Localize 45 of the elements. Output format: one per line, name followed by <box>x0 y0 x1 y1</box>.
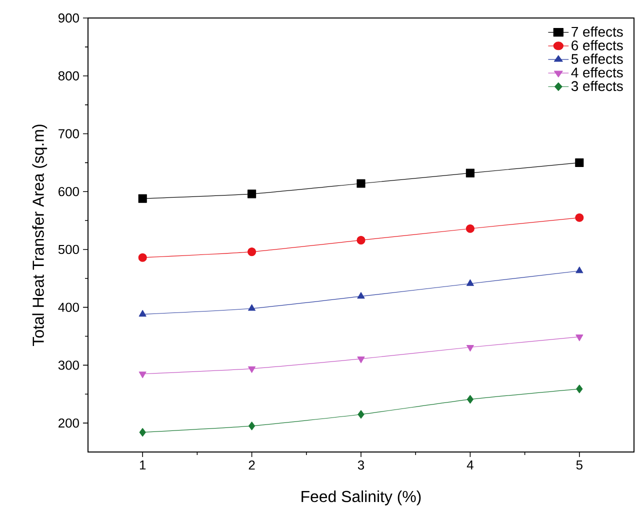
legend-label: 3 effects <box>571 80 623 92</box>
point <box>138 372 146 378</box>
point <box>248 190 256 198</box>
x-tick-label: 3 <box>358 460 364 470</box>
y-tick-label: 900 <box>58 13 79 23</box>
x-axis-title: Feed Salinity (%) <box>302 490 421 506</box>
point <box>575 158 584 167</box>
point <box>138 194 147 203</box>
point <box>575 213 584 222</box>
legend-label: 7 effects <box>572 26 623 37</box>
x-tick-label: 4 <box>466 460 474 470</box>
y-axis-title: Total Heat Transfer Area (sq.m) <box>32 124 48 346</box>
point <box>357 356 365 364</box>
point <box>466 395 474 404</box>
legend-label: 4 effects <box>571 67 623 78</box>
point <box>138 253 147 262</box>
point <box>576 266 584 274</box>
y-tick-label: 200 <box>58 418 79 428</box>
point <box>466 168 474 178</box>
point <box>466 224 474 233</box>
y-tick-label: 700 <box>58 129 79 138</box>
point <box>466 279 474 286</box>
point <box>248 304 256 311</box>
point <box>358 410 364 419</box>
point <box>576 384 583 394</box>
point <box>248 422 256 430</box>
y-tick-label: 400 <box>58 302 79 312</box>
point <box>138 310 146 317</box>
point <box>248 366 256 373</box>
x-tick-label: 1 <box>140 460 146 470</box>
point <box>576 334 584 342</box>
point <box>356 179 366 188</box>
point <box>357 292 365 299</box>
y-tick-label: 600 <box>58 187 79 196</box>
x-tick-label: 5 <box>576 460 582 470</box>
x-tick-label: 2 <box>248 460 255 470</box>
legend-label: 5 effects <box>571 54 623 64</box>
y-tick-label: 300 <box>58 360 79 370</box>
point <box>248 247 256 256</box>
y-tick-label: 800 <box>58 71 79 80</box>
point <box>356 236 366 244</box>
legend-label: 6 effects <box>572 40 623 50</box>
point <box>466 344 474 352</box>
y-tick-label: 500 <box>58 244 79 254</box>
point <box>139 428 146 437</box>
